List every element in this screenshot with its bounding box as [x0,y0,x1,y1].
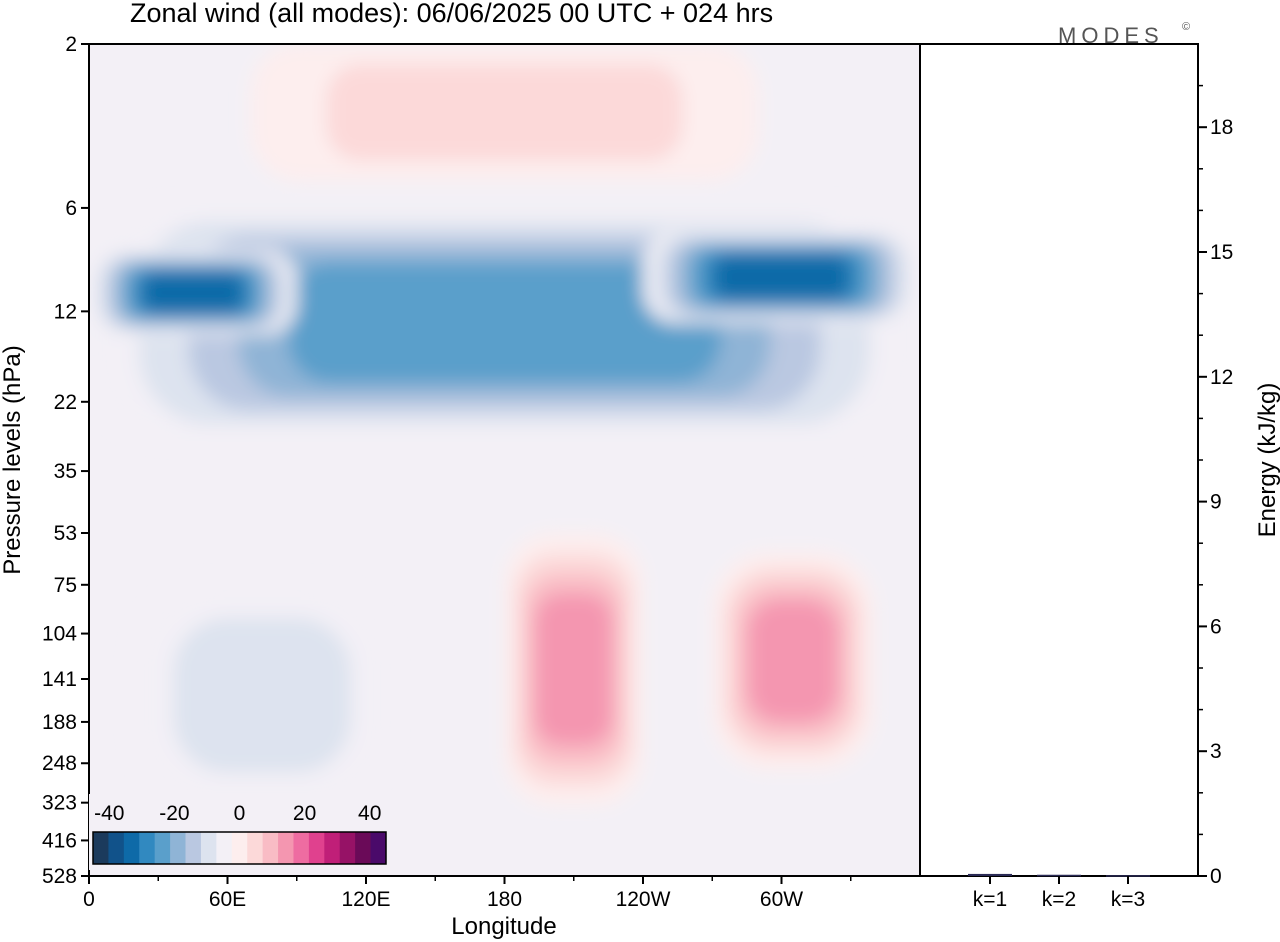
y-tick-label: 323 [42,792,77,815]
wind-region-6-level-2 [173,617,351,773]
colorbar-swatch [308,832,325,864]
colorbar-swatch [231,832,248,864]
colorbar-swatch [278,832,294,864]
y-tick-label: 35 [54,460,77,483]
wind-region-5-level-4 [748,600,838,722]
energy-tick-label: 0 [1210,865,1222,888]
colorbar-tick-label: 40 [358,802,381,825]
y-tick-label: 141 [42,668,77,691]
energy-bar [1106,875,1150,877]
colorbar: -40 -20 0 20 40 [89,794,390,870]
energy-panel-frame [919,43,1199,877]
colorbar-tick-label: 0 [234,802,246,825]
y-tick-label: 6 [65,197,77,220]
x-tick-label: 0 [83,888,95,911]
colorbar-swatch [370,832,387,864]
energy-category-label: k=3 [1111,888,1145,911]
wind-region-0-level-5 [288,263,721,383]
y-tick-label: 12 [54,300,77,323]
x-tick-label: 60W [760,888,803,911]
colorbar-tick-label: 20 [293,802,316,825]
colorbar-swatch [154,832,171,864]
colorbar-swatch [170,832,187,864]
colorbar-swatch [262,832,279,864]
heatmap [89,44,920,876]
colorbar-frame [92,831,387,865]
colorbar-swatch [324,832,341,864]
x-tick-label: 120W [616,888,671,911]
logo-mark: © [1182,21,1190,33]
energy-tick-label: 18 [1210,116,1233,139]
energy-tick-label: 15 [1210,241,1233,264]
energy-axis-label: Energy (kJ/kg) [1254,383,1280,538]
y-tick-label: 416 [42,829,77,852]
colorbar-tick-label: -40 [94,802,124,825]
longitude-axis: 0 60E 120E 180 120W 60W [83,876,852,911]
energy-bar [968,873,1012,876]
y-tick-label: 75 [54,574,77,597]
colorbar-swatch [93,832,109,864]
energy-tick-label: 9 [1210,491,1222,514]
energy-panel: 0 3 6 9 12 15 18 k=1 k=2 k=3 [968,84,1233,911]
colorbar-swatch [108,832,125,864]
energy-tick-label: 3 [1210,740,1222,763]
colorbar-swatch [355,832,372,864]
colorbar-swatch [123,832,140,864]
y-tick-label: 248 [42,752,77,775]
wind-region-4-level-4 [535,594,612,745]
y-tick-label: 104 [42,623,77,646]
colorbar-swatch [185,832,202,864]
wind-region-2-level-7 [142,272,244,313]
y-tick-label: 53 [54,522,77,545]
x-tick-label: 180 [487,888,522,911]
x-axis-label: Longitude [451,913,556,940]
energy-bar [1037,874,1081,877]
y-tick-label: 22 [54,391,77,414]
colorbar-tick-label: -20 [159,802,189,825]
x-tick-label: 120E [341,888,390,911]
wind-region-3-level-2 [326,64,683,161]
energy-tick-label: 12 [1210,366,1233,389]
y-tick-label: 528 [42,865,77,888]
colorbar-swatch [139,832,156,864]
energy-category-label: k=2 [1042,888,1076,911]
wind-region-1-level-7 [714,254,849,300]
y-axis-label: Pressure levels (hPa) [0,345,26,574]
pressure-axis: 2 6 12 22 35 53 75 104 141 188 248 323 416 528 [42,33,89,888]
y-tick-label: 2 [65,33,77,56]
colorbar-swatch [339,832,356,864]
chart-title: Zonal wind (all modes): 06/06/2025 00 UT… [130,0,773,28]
y-tick-label: 188 [42,711,77,734]
colorbar-swatch [200,832,217,864]
energy-tick-label: 6 [1210,615,1222,638]
colorbar-swatch [247,832,264,864]
x-tick-label: 60E [209,888,246,911]
energy-category-label: k=1 [973,888,1007,911]
colorbar-swatch [216,832,233,864]
colorbar-swatch [293,832,310,864]
